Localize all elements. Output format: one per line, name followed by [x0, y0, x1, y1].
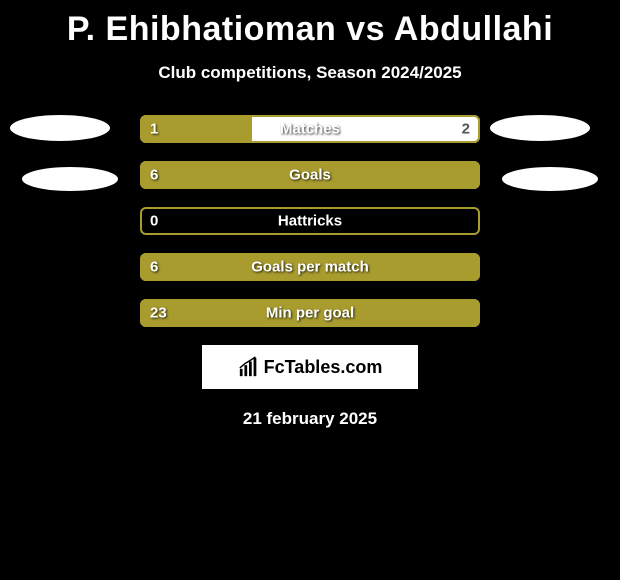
player-photo-placeholder [22, 167, 118, 191]
player-photo-placeholder [502, 167, 598, 191]
comparison-stage: 1 2 Matches 6 Goals 0 Hattricks 6 Goals per matc… [0, 115, 620, 327]
comparison-title: P. Ehibhatioman vs Abdullahi [0, 0, 620, 49]
stat-value-left: 0 [150, 213, 158, 230]
stat-row: 1 2 Matches [140, 115, 480, 143]
snapshot-date: 21 february 2025 [0, 409, 620, 429]
stat-label: Hattricks [278, 213, 342, 230]
comparison-subtitle: Club competitions, Season 2024/2025 [0, 63, 620, 83]
stat-value-left: 6 [150, 259, 158, 276]
stat-label: Goals [289, 167, 331, 184]
fctables-logo: FcTables.com [202, 345, 418, 389]
stat-value-right: 2 [462, 121, 470, 138]
stat-row: 6 Goals per match [140, 253, 480, 281]
stat-row: 0 Hattricks [140, 207, 480, 235]
player-photo-placeholder [490, 115, 590, 141]
stat-value-left: 6 [150, 167, 158, 184]
player-photo-placeholder [10, 115, 110, 141]
stat-label: Goals per match [251, 259, 369, 276]
stat-value-left: 1 [150, 121, 158, 138]
stat-row: 6 Goals [140, 161, 480, 189]
chart-icon [238, 356, 260, 378]
stat-label: Min per goal [266, 305, 354, 322]
stat-value-left: 23 [150, 305, 167, 322]
stat-row: 23 Min per goal [140, 299, 480, 327]
logo-text: FcTables.com [264, 357, 383, 378]
stat-label: Matches [280, 121, 340, 138]
